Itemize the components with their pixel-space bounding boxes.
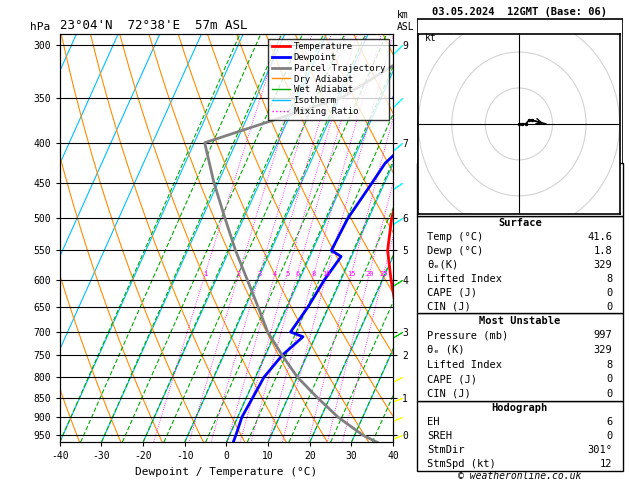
Text: Dewp (°C): Dewp (°C) [427, 246, 484, 256]
Text: 15: 15 [347, 271, 355, 277]
Text: hPa: hPa [30, 22, 50, 32]
Text: StmDir: StmDir [427, 445, 465, 455]
Text: θₑ(K): θₑ(K) [427, 260, 459, 270]
Text: 997: 997 [594, 330, 613, 340]
Text: -3: -3 [600, 167, 613, 177]
Text: 6: 6 [606, 417, 613, 427]
Text: StmSpd (kt): StmSpd (kt) [427, 459, 496, 469]
Text: © weatheronline.co.uk: © weatheronline.co.uk [458, 471, 582, 481]
Text: 0: 0 [606, 301, 613, 312]
Text: 329: 329 [594, 345, 613, 355]
Text: Lifted Index: Lifted Index [427, 360, 503, 369]
Text: 12: 12 [600, 459, 613, 469]
Text: 301°: 301° [587, 445, 613, 455]
Text: 25: 25 [379, 271, 388, 277]
Bar [417, 313, 623, 401]
Text: kt: kt [425, 33, 437, 43]
Text: 10: 10 [323, 271, 331, 277]
Text: 41.6: 41.6 [587, 232, 613, 242]
Text: SREH: SREH [427, 431, 452, 441]
Y-axis label: Mixing Ratio (g/kg): Mixing Ratio (g/kg) [423, 182, 433, 294]
Text: EH: EH [427, 417, 440, 427]
Text: Hodograph: Hodograph [492, 403, 548, 413]
Text: CAPE (J): CAPE (J) [427, 374, 477, 384]
Text: 1.87: 1.87 [587, 202, 613, 212]
Text: 33: 33 [600, 185, 613, 194]
Text: Most Unstable: Most Unstable [479, 316, 560, 326]
Text: 1.8: 1.8 [594, 246, 613, 256]
Text: 0: 0 [606, 288, 613, 297]
Text: Pressure (mb): Pressure (mb) [427, 330, 509, 340]
Text: CAPE (J): CAPE (J) [427, 288, 477, 297]
Bar [417, 401, 623, 471]
Text: CIN (J): CIN (J) [427, 389, 471, 399]
Text: 6: 6 [295, 271, 299, 277]
Text: 23°04'N  72°38'E  57m ASL: 23°04'N 72°38'E 57m ASL [60, 19, 247, 32]
Text: 8: 8 [606, 274, 613, 284]
Bar [417, 216, 623, 313]
Text: 0: 0 [606, 389, 613, 399]
Text: 3: 3 [257, 271, 262, 277]
Text: 2: 2 [237, 271, 241, 277]
Text: 8: 8 [311, 271, 316, 277]
Text: Lifted Index: Lifted Index [427, 274, 503, 284]
Text: Surface: Surface [498, 218, 542, 228]
Text: 0: 0 [606, 374, 613, 384]
Text: CIN (J): CIN (J) [427, 301, 471, 312]
Text: 8: 8 [606, 360, 613, 369]
Legend: Temperature, Dewpoint, Parcel Trajectory, Dry Adiabat, Wet Adiabat, Isotherm, Mi: Temperature, Dewpoint, Parcel Trajectory… [269, 38, 389, 120]
Text: θₑ (K): θₑ (K) [427, 345, 465, 355]
Text: Totals Totals: Totals Totals [427, 185, 509, 194]
Text: 5: 5 [285, 271, 289, 277]
Text: 1: 1 [203, 271, 207, 277]
Text: km
ASL: km ASL [396, 10, 414, 32]
Bar [417, 163, 623, 216]
Text: PW (cm): PW (cm) [427, 202, 471, 212]
Text: K: K [427, 167, 433, 177]
X-axis label: Dewpoint / Temperature (°C): Dewpoint / Temperature (°C) [135, 467, 318, 477]
Text: Temp (°C): Temp (°C) [427, 232, 484, 242]
Bar [417, 19, 623, 165]
Text: 329: 329 [594, 260, 613, 270]
Text: 03.05.2024  12GMT (Base: 06): 03.05.2024 12GMT (Base: 06) [432, 7, 608, 17]
Text: 20: 20 [365, 271, 374, 277]
Text: 4: 4 [273, 271, 277, 277]
Text: 0: 0 [606, 431, 613, 441]
